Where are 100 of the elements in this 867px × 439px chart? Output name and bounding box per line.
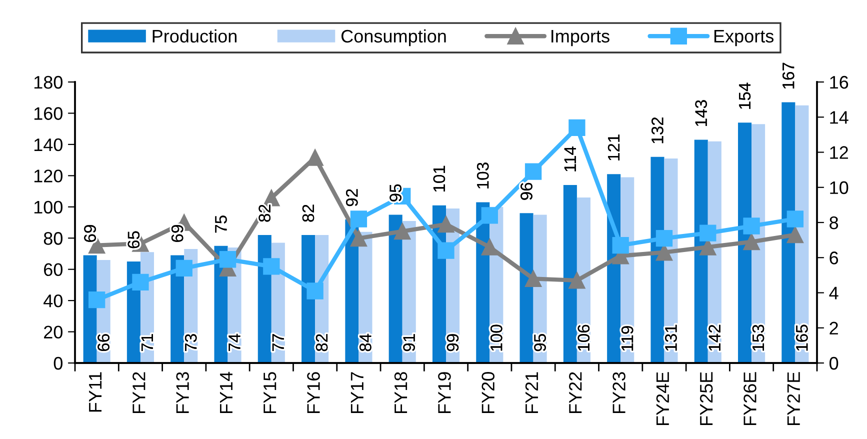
y2-tick-label: 12: [830, 146, 848, 159]
x-tick-label: FY15: [264, 372, 276, 414]
x-tick-label: FY22: [569, 372, 582, 414]
data-label: 95: [534, 334, 546, 352]
x-tick-label: FY17: [350, 372, 364, 414]
point: [438, 216, 454, 233]
data-label: 103: [476, 162, 489, 188]
y2-tick-label: 6: [830, 252, 838, 264]
y-tick-label: 80: [44, 232, 62, 245]
y-tick-label: 60: [44, 263, 62, 276]
y-tick-label: 0: [54, 356, 62, 370]
x-tick-label: FY16: [307, 372, 320, 414]
legend-label: Consumption: [341, 29, 446, 46]
point: [481, 207, 498, 224]
point: [524, 163, 542, 180]
data-label: 65: [128, 231, 140, 248]
y2-tick-label: 16: [830, 76, 848, 89]
point: [350, 210, 368, 228]
legend-label: Imports: [552, 30, 610, 46]
point: [568, 119, 586, 136]
x-tick-label: FY25E: [700, 372, 713, 426]
y2-tick-label: 8: [830, 216, 838, 230]
data-label: 82: [302, 204, 314, 222]
data-label: 142: [708, 324, 720, 351]
bar: [520, 213, 534, 363]
point: [176, 260, 192, 276]
data-label: 143: [695, 100, 707, 126]
legend-label: Exports: [714, 30, 774, 46]
data-label: 114: [564, 146, 576, 172]
y-tick-label: 180: [34, 76, 62, 89]
data-label: 92: [346, 189, 358, 206]
y-tick-label: 100: [34, 200, 62, 214]
point: [394, 222, 411, 240]
y2-tick-label: 4: [829, 286, 838, 300]
data-label: 69: [84, 225, 96, 242]
point: [438, 242, 454, 259]
point: [219, 251, 236, 268]
point: [700, 224, 716, 242]
y2-tick-label: 2: [830, 322, 838, 334]
y2-tick-label: 14: [830, 111, 848, 124]
point: [481, 238, 498, 256]
legend-label: Production: [152, 29, 236, 43]
data-label: 74: [228, 334, 240, 352]
x-tick-label: FY19: [438, 372, 451, 414]
point: [263, 258, 280, 275]
data-label: 66: [98, 334, 110, 352]
y-tick-label: 140: [34, 138, 62, 152]
x-tick-label: FY12: [132, 372, 146, 414]
bar: [650, 156, 664, 363]
y-tick-label: 160: [34, 107, 62, 120]
x-tick-label: FY11: [89, 372, 102, 412]
point: [743, 233, 760, 250]
data-label: 119: [621, 326, 634, 351]
point: [132, 274, 149, 291]
data-label: 167: [782, 62, 794, 89]
x-tick-label: FY20: [482, 372, 494, 414]
x-tick-label: FY21: [525, 372, 538, 414]
data-label: 121: [608, 134, 620, 160]
data-label: 153: [752, 324, 764, 351]
data-label: 82: [258, 204, 271, 222]
y-tick-label: 120: [34, 170, 62, 182]
x-tick-label: FY13: [176, 372, 189, 414]
point: [88, 291, 106, 308]
data-label: 91: [403, 334, 415, 352]
data-label: 154: [738, 82, 751, 109]
bar: [388, 214, 402, 363]
data-label: 132: [652, 117, 664, 144]
data-label: 165: [796, 324, 808, 351]
data-label: 73: [184, 334, 197, 352]
data-label: 84: [360, 334, 372, 352]
data-label: 71: [141, 334, 153, 352]
data-label: 95: [390, 184, 402, 202]
bar: [738, 122, 752, 363]
data-label: 75: [215, 216, 227, 233]
point: [656, 230, 673, 247]
point: [568, 272, 586, 289]
point: [612, 237, 629, 254]
data-label: 131: [665, 324, 677, 351]
bar: [694, 140, 708, 363]
point: [524, 270, 542, 288]
data-label: 100: [490, 324, 502, 351]
bar: [563, 185, 577, 363]
x-tick-label: FY26E: [744, 372, 756, 426]
data-label: 101: [433, 166, 446, 192]
point: [786, 226, 804, 244]
y2-tick-label: 10: [830, 181, 848, 194]
data-label: 82: [316, 334, 328, 352]
point: [306, 282, 324, 300]
x-tick-label: FY24E: [656, 372, 669, 426]
point: [743, 218, 760, 234]
x-tick-label: FY23: [612, 372, 626, 414]
data-label: 96: [520, 182, 532, 200]
point: [350, 230, 368, 247]
y-tick-label: 20: [44, 326, 62, 338]
point: [786, 210, 804, 228]
data-label: 77: [272, 334, 284, 352]
data-label: 106: [578, 324, 590, 351]
x-tick-label: FY18: [394, 372, 408, 414]
bar: [782, 102, 796, 363]
x-tick-label: FY27E: [787, 372, 800, 426]
